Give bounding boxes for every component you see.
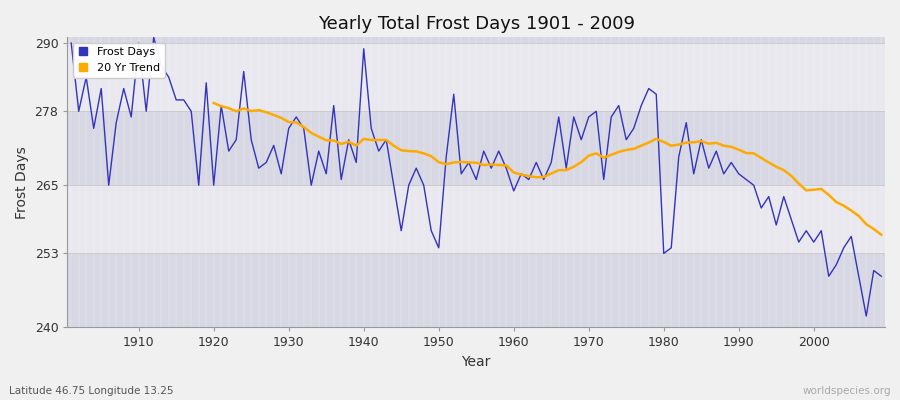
20 Yr Trend [208, 101, 219, 106]
20 Yr Trend [410, 149, 421, 154]
Frost Days [508, 188, 519, 193]
20 Yr Trend [846, 208, 857, 213]
Bar [68, 37, 885, 43]
Legend: Frost Days, 20 Yr Trend: Frost Days, 20 Yr Trend [73, 43, 165, 78]
Frost Days [606, 114, 616, 119]
Frost Days [876, 274, 886, 279]
Line: 20 Yr Trend: 20 Yr Trend [213, 103, 881, 235]
Title: Yearly Total Frost Days 1901 - 2009: Yearly Total Frost Days 1901 - 2009 [318, 15, 634, 33]
Line: Frost Days: Frost Days [71, 37, 881, 316]
Bar [68, 254, 885, 328]
20 Yr Trend [778, 168, 789, 172]
20 Yr Trend [876, 232, 886, 237]
Frost Days [126, 114, 137, 119]
Bar [68, 43, 885, 111]
Y-axis label: Frost Days: Frost Days [15, 146, 29, 219]
Text: worldspecies.org: worldspecies.org [803, 386, 891, 396]
Frost Days [860, 314, 871, 318]
20 Yr Trend [673, 142, 684, 147]
Frost Days [343, 137, 354, 142]
20 Yr Trend [763, 160, 774, 165]
Bar [68, 111, 885, 185]
Frost Days [66, 41, 77, 46]
Bar [68, 185, 885, 254]
Frost Days [298, 126, 309, 131]
20 Yr Trend [298, 124, 309, 129]
Text: Latitude 46.75 Longitude 13.25: Latitude 46.75 Longitude 13.25 [9, 386, 174, 396]
Frost Days [148, 35, 159, 40]
X-axis label: Year: Year [462, 355, 490, 369]
Frost Days [516, 172, 526, 176]
